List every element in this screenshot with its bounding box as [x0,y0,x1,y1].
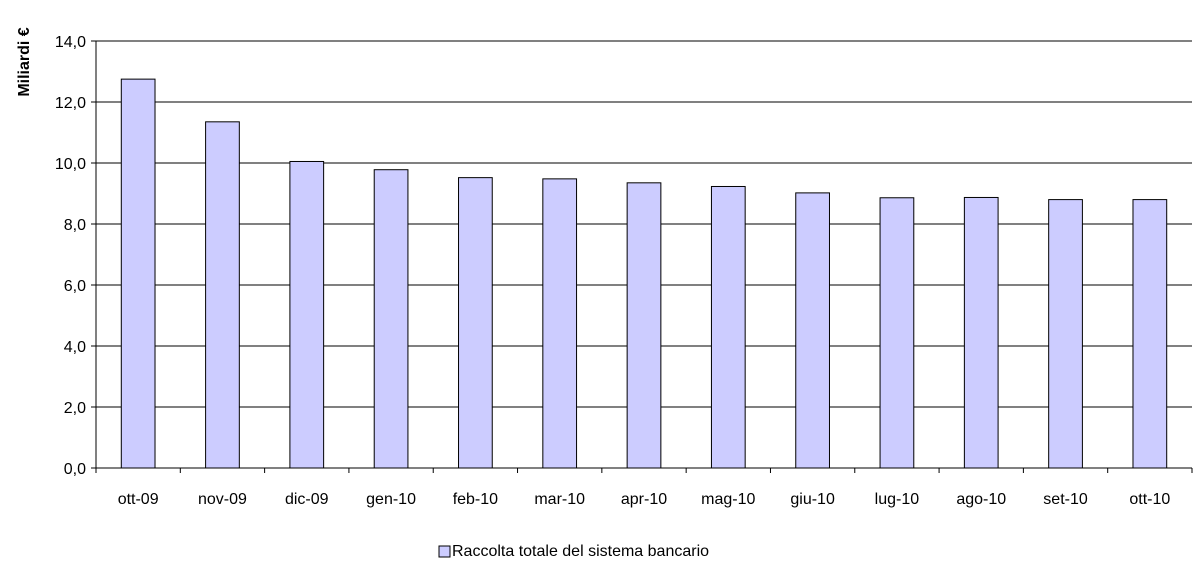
legend: Raccolta totale del sistema bancario [438,543,709,560]
bar [120,78,156,469]
bars [120,78,1168,469]
bar [710,185,746,469]
y-tick-label: 8,0 [64,217,86,234]
legend-label: Raccolta totale del sistema bancario [452,543,709,560]
bar [879,197,915,469]
x-tick-label: mag-10 [701,491,755,508]
bar [289,160,325,469]
x-tick-label: ott-09 [118,491,159,508]
bar [795,192,830,469]
bar [205,121,240,469]
legend-swatch [438,545,451,558]
x-tick-label: nov-09 [198,491,247,508]
bar [542,178,578,469]
x-tick-label: lug-10 [875,491,920,508]
x-tick-label: ott-10 [1129,491,1170,508]
x-tick-labels: ott-09 nov-09 dic-09 gen-10 feb-10 mar-10 apr-… [118,491,1171,508]
bar [1048,199,1083,469]
y-tick-label: 0,0 [64,461,86,478]
bar [1132,199,1168,469]
bar [373,169,409,469]
x-tick-label: mar-10 [534,491,585,508]
bar [626,182,662,469]
x-tick-label: apr-10 [621,491,667,508]
bar [963,196,999,469]
x-tick-label: ago-10 [956,491,1006,508]
x-tick-label: feb-10 [453,491,498,508]
y-tick-label: 10,0 [55,156,86,173]
y-tick-label: 6,0 [64,278,86,295]
x-tick-label: dic-09 [285,491,329,508]
x-tick-label: giu-10 [790,491,835,508]
y-axis-label: Miliardi € [16,27,33,96]
y-tick-label: 12,0 [55,95,86,112]
axes [91,40,1193,473]
y-tick-label: 14,0 [55,34,86,51]
y-tick-label: 2,0 [64,400,86,417]
x-tick-label: gen-10 [366,491,416,508]
y-tick-labels: 0,0 2,0 4,0 6,0 8,0 10,0 12,0 14,0 [55,34,86,478]
x-tick-label: set-10 [1043,491,1088,508]
y-tick-label: 4,0 [64,339,86,356]
bar [458,177,493,469]
